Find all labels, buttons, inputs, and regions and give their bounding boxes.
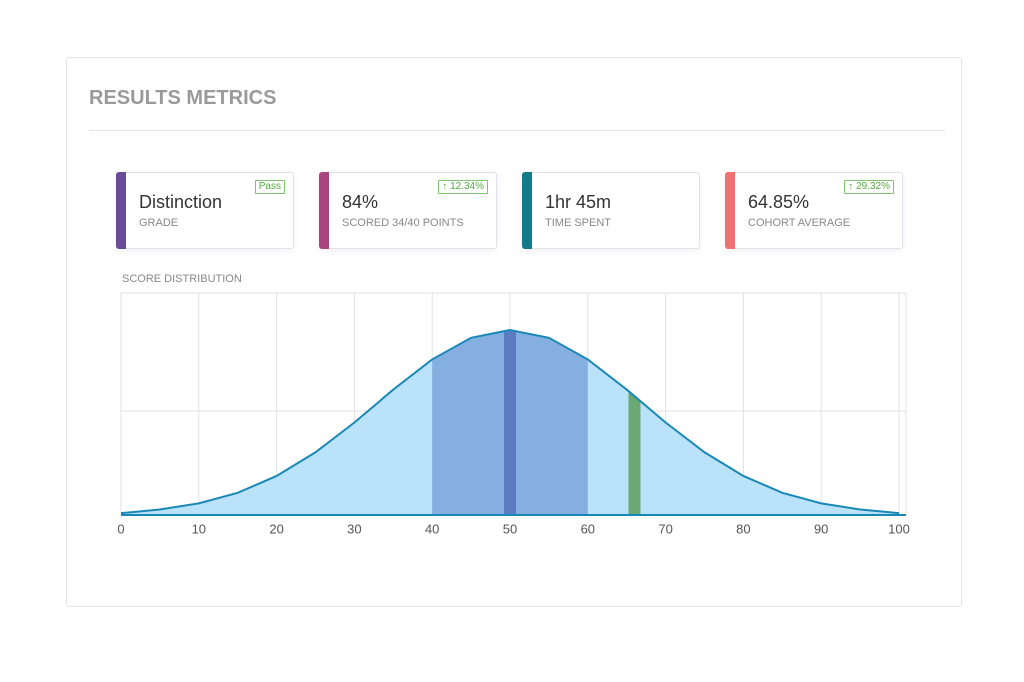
panel [66,57,962,607]
x-tick-label: 60 [581,521,595,536]
badge: Pass [254,180,285,194]
x-tick-label: 30 [347,521,361,536]
badge: ↑ 29.32% [844,180,894,194]
x-tick-label: 70 [658,521,672,536]
metric-value: 64.85% [748,192,810,212]
x-tick-label: 100 [888,521,910,536]
accent-bar [319,172,329,249]
badge-text: 12.34% [450,181,484,192]
badge-text: Pass [258,181,281,192]
marker [504,330,516,515]
line [120,328,900,515]
metric-card: 84% SCORED 34/40 POINTS ↑ 12.34% [319,172,497,249]
metric-card: Distinction GRADE Pass [116,172,294,249]
accent-bar [116,172,126,249]
metric-value: 84% [342,192,379,212]
accent-bar [725,172,735,249]
chart-title: SCORE DISTRIBUTION [122,273,242,285]
accent-bar [522,172,532,249]
metric-label: SCORED 34/40 POINTS [342,217,464,229]
metric-label: GRADE [139,217,179,229]
metric-value: Distinction [139,192,223,212]
trend-arrow: ↑ [442,181,451,192]
metric-value: 1hr 45m [545,192,612,212]
trend-arrow: ↑ [848,181,857,192]
metric-card: 1hr 45m TIME SPENT [522,172,700,249]
x-tick-label: 80 [736,521,750,536]
panel-title: RESULTS METRICS [89,87,277,109]
x-tick-label: 50 [503,521,517,536]
badge-text: 29.32% [856,181,890,192]
badge: ↑ 12.34% [438,180,488,194]
metric-label: COHORT AVERAGE [748,217,851,229]
metric-card: 64.85% COHORT AVERAGE ↑ 29.32% [725,172,903,249]
divider [89,130,945,131]
x-tick-label: 10 [192,521,206,536]
x-tick-label: 40 [425,521,439,536]
metric-label: TIME SPENT [545,217,612,229]
x-tick-label: 20 [269,521,283,536]
marker [628,330,641,515]
x-tick-label: 90 [814,521,828,536]
x-tick-label: 0 [117,521,124,536]
